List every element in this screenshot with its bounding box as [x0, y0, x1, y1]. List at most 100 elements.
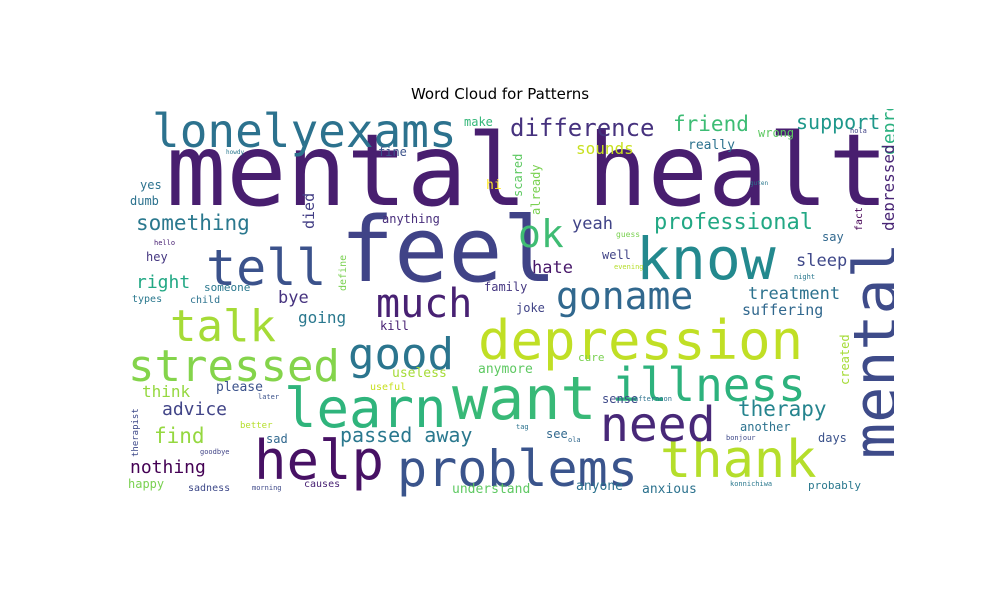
word-night: night [794, 273, 815, 281]
word-lonelyexams: lonelyexams [152, 109, 457, 158]
word-later: later [258, 393, 279, 401]
word-need: need [600, 397, 716, 453]
word-hey: hey [146, 250, 168, 264]
word-joke: joke [516, 301, 545, 315]
word-tell: tell [206, 239, 326, 297]
word-hola: hola [850, 127, 867, 135]
word-created: created [838, 334, 852, 385]
word-hate: hate [532, 258, 573, 278]
word-find: find [154, 424, 205, 448]
word-see: see [546, 427, 568, 441]
word-someone: someone [204, 281, 250, 294]
word-scared: scared [511, 154, 525, 197]
word-sounds: sounds [576, 139, 634, 158]
word-yes: yes [140, 178, 162, 192]
word-howdy: howdy [226, 149, 244, 156]
word-treatment: treatment [748, 284, 840, 304]
word-causes: causes [304, 479, 340, 490]
word-something: something [136, 211, 250, 235]
word-passed-away: passed away [340, 423, 472, 447]
word-please: please [216, 380, 263, 395]
word-evening: evening [614, 263, 644, 271]
word-mental: mental [841, 242, 894, 459]
word-tag: tag [516, 423, 529, 431]
word-died: died [300, 193, 318, 229]
word-anyone: anyone [576, 479, 623, 494]
chart-title: Word Cloud for Patterns [410, 85, 590, 103]
word-say: say [822, 230, 844, 244]
word-going: going [298, 308, 346, 327]
word-wrong: wrong [758, 126, 794, 140]
word-sleep: sleep [796, 251, 847, 271]
word-well: well [602, 248, 631, 262]
word-anxious: anxious [642, 482, 697, 497]
word-dumb: dumb [130, 194, 159, 208]
word-really: really [688, 138, 735, 153]
word-goodbye: goodbye [200, 448, 230, 456]
word-suffering: suffering [742, 301, 823, 319]
word-yeah: yeah [572, 214, 613, 234]
word-support: support [796, 110, 880, 134]
word-right: right [136, 272, 190, 293]
word-fact: fact [854, 207, 865, 231]
word-much: much [376, 281, 472, 327]
word-make: make [464, 115, 493, 129]
word-mental-health: mental health [166, 112, 894, 229]
word-kill: kill [380, 319, 409, 333]
word-define: define [338, 255, 349, 291]
word-depression: depression [478, 309, 803, 372]
word-advice: advice [162, 399, 227, 420]
word-hello: hello [154, 239, 175, 247]
word-stressed: stressed [128, 341, 340, 392]
word-hi: hi [486, 178, 502, 193]
word-guten: guten [750, 180, 768, 187]
word-goname: goname [556, 274, 693, 318]
word-family: family [484, 280, 527, 294]
word-professional: professional [654, 210, 813, 235]
word-friend: friend [673, 112, 749, 136]
word-sad: sad [266, 432, 288, 446]
word-illness: illness [612, 358, 806, 412]
word-probably: probably [808, 479, 861, 492]
word-types: types [132, 294, 162, 305]
word-thank: thank [660, 430, 817, 490]
word-afternoon: afternoon [634, 395, 672, 403]
word-feel: feel [340, 198, 557, 303]
word-sense: sense [602, 392, 638, 406]
word-morning: morning [252, 484, 282, 492]
word-cloud-canvas: mental health feel know want mental depressio… [126, 109, 894, 499]
word-ola: ola [568, 436, 581, 444]
word-depressed: depressed [879, 144, 894, 231]
word-therapist: therapist [131, 408, 141, 457]
word-guess: guess [616, 230, 640, 239]
word-better: better [240, 421, 273, 431]
word-konnichiwa: konnichiwa [730, 480, 772, 488]
word-cure: cure [578, 351, 605, 364]
word-nothing: nothing [130, 457, 206, 478]
word-anymore: anymore [478, 362, 533, 377]
word-useless: useless [392, 366, 447, 381]
word-useful: useful [370, 382, 406, 393]
word-think: think [142, 382, 191, 401]
word-difference: difference [510, 114, 655, 142]
word-understand: understand [452, 482, 530, 497]
word-want: want [452, 364, 597, 434]
word-anything: anything [382, 212, 440, 226]
word-talk: talk [170, 301, 276, 352]
word-ok: ok [518, 212, 564, 256]
word-fine: fine [378, 145, 407, 159]
word-happy: happy [128, 477, 164, 491]
word-bonjour: bonjour [726, 434, 756, 442]
word-already: already [529, 164, 543, 215]
word-learn: learn [284, 377, 447, 440]
word-good: good [348, 329, 454, 380]
word-child: child [190, 295, 220, 306]
word-depressed: depressed [879, 109, 894, 155]
word-sadness: sadness [188, 483, 230, 494]
word-another: another [740, 420, 791, 434]
word-therapy: therapy [738, 397, 827, 421]
word-know: know [636, 225, 776, 293]
word-days: days [818, 431, 847, 445]
